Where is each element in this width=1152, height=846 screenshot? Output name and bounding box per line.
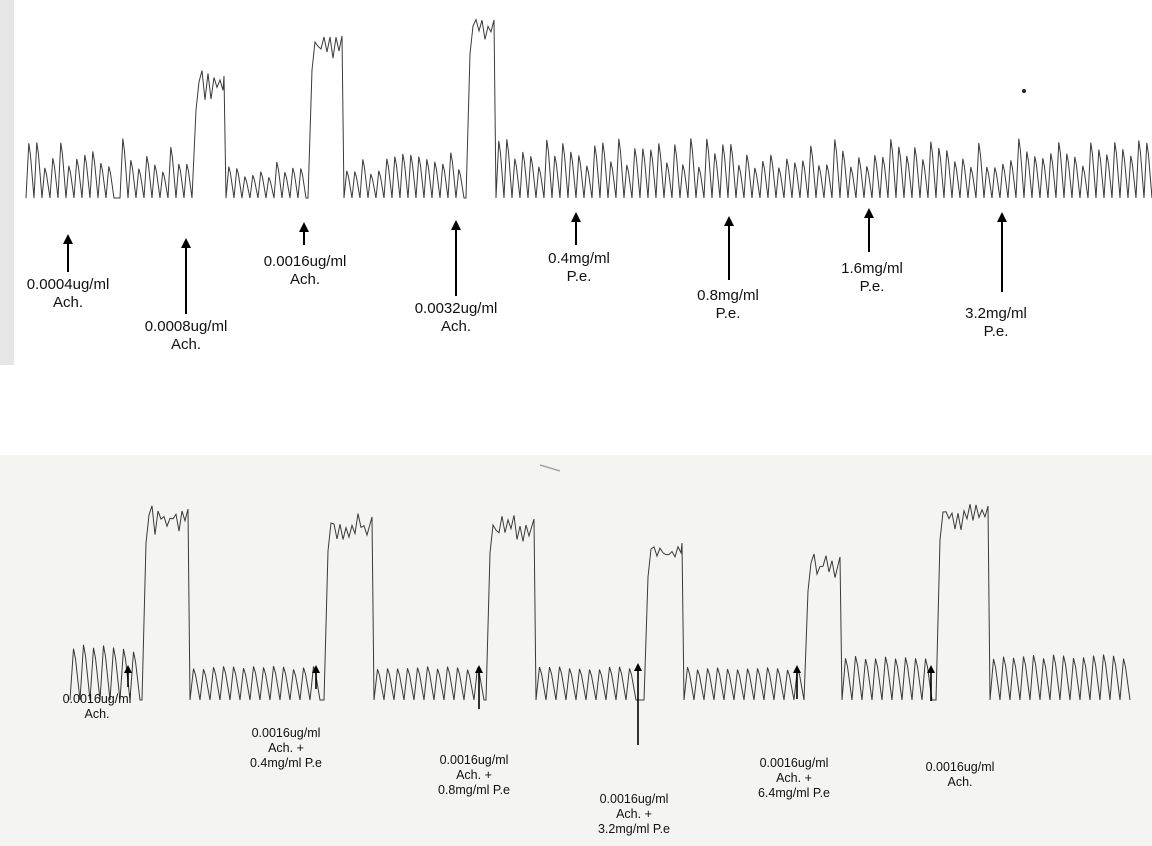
- arrowhead-top-6: [724, 216, 734, 226]
- arrowhead-bottom-3: [475, 665, 483, 673]
- arrowhead-top-3: [299, 222, 309, 232]
- arrowhead-bottom-1: [124, 665, 132, 673]
- arrowhead-top-2: [181, 238, 191, 248]
- bottom-label-1: 0.0016ug/ml Ach.: [62, 692, 132, 721]
- bottom-label-6: 0.0016ug/ml Ach.: [925, 760, 995, 789]
- top-label-5: 0.4mg/ml P.e.: [548, 250, 610, 285]
- arrowhead-top-1: [63, 234, 73, 244]
- top-label-4: 0.0032ug/ml Ach.: [414, 300, 498, 335]
- bottom-label-2: 0.0016ug/ml Ach. +0.4mg/ml P.e: [249, 726, 323, 770]
- top-label-6: 0.8mg/ml P.e.: [697, 287, 759, 322]
- bottom-arrows: [124, 464, 935, 745]
- top-arrows: [63, 89, 1026, 314]
- top-label-7: 1.6mg/ml P.e.: [841, 260, 903, 295]
- top-recording-svg: [25, 18, 1152, 314]
- arrowhead-bottom-5: [793, 665, 801, 673]
- arrowhead-top-5: [571, 212, 581, 222]
- bottom-label-3: 0.0016ug/ml Ach. +0.8mg/ml P.e: [437, 753, 511, 797]
- bottom-contraction-trace: [69, 504, 1131, 701]
- top-label-8: 3.2mg/ml P.e.: [965, 305, 1027, 340]
- arrowhead-top-7: [864, 208, 874, 218]
- top-recording-panel: 0.0004ug/ml Ach. 0.0008ug/ml Ach. 0.0016ug…: [0, 0, 1152, 370]
- bottom-label-5: 0.0016ug/ml Ach. +6.4mg/ml P.e: [757, 756, 831, 800]
- bottom-label-4: 0.0016ug/ml Ach. +3.2mg/ml P.e: [597, 792, 671, 836]
- bottom-recording-svg: [69, 464, 1131, 745]
- arrowhead-bottom-6: [927, 665, 935, 673]
- top-label-3: 0.0016ug/ml Ach.: [263, 253, 347, 288]
- arrowhead-top-4: [451, 220, 461, 230]
- arrowhead-top-8: [997, 212, 1007, 222]
- bottom-recording-panel: 0.0016ug/ml Ach. 0.0016ug/ml Ach. +0.4mg/m…: [0, 455, 1152, 846]
- top-label-1: 0.0004ug/ml Ach.: [26, 276, 110, 311]
- scan-mark: [539, 464, 561, 472]
- scan-edge-shading: [0, 0, 14, 365]
- arrowhead-bottom-4: [634, 663, 642, 671]
- top-contraction-trace: [25, 18, 1152, 199]
- top-label-2: 0.0008ug/ml Ach.: [144, 318, 228, 353]
- arrowhead-bottom-2: [312, 665, 320, 673]
- ink-speck: [1022, 89, 1026, 93]
